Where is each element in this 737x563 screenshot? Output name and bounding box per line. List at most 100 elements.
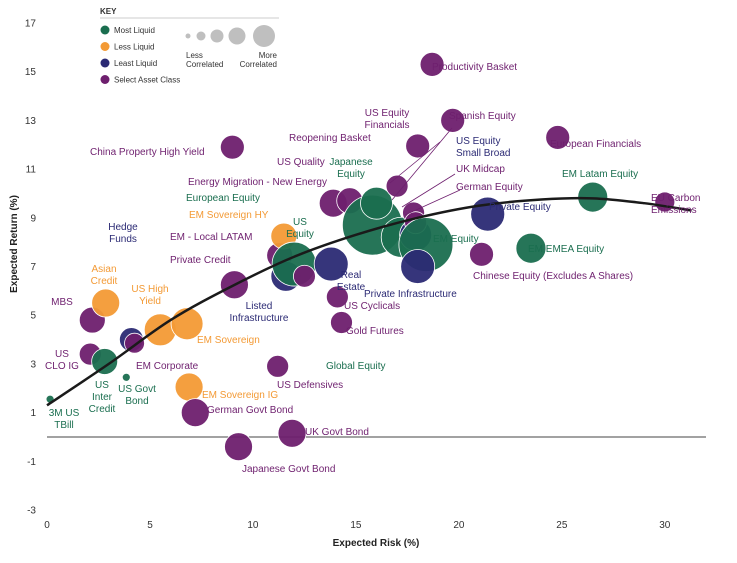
bubble-label: EM Sovereign (197, 335, 260, 346)
bubble-label: US Defensives (277, 380, 343, 391)
legend-size-circle (185, 33, 191, 39)
x-tick-label: 5 (147, 520, 153, 531)
bubble-label: EM - Local LATAM (170, 232, 252, 243)
bubble-label: MBS (51, 297, 73, 308)
y-tick-label: 17 (25, 19, 37, 30)
bubble-label: Real Estate (337, 270, 366, 293)
bubble-label: EM Sovereign IG (202, 390, 278, 401)
bubble-label: European Equity (186, 193, 260, 204)
bubble-label: US Cyclicals (344, 301, 400, 312)
bubble (180, 398, 210, 428)
bubble-label: Asian Credit (91, 264, 118, 287)
bubble-label: European Financials (550, 139, 641, 150)
bubble-label: German Equity (456, 182, 523, 193)
bubble (266, 354, 290, 378)
bubble-label: UK Midcap (456, 164, 505, 175)
bubble-label: EM Equity (433, 234, 479, 245)
bubble (545, 125, 571, 150)
bubble-label: Productivity Basket (432, 62, 517, 73)
y-tick-label: 5 (30, 311, 36, 322)
bubble (469, 241, 494, 267)
bubble (174, 372, 204, 402)
x-tick-label: 30 (659, 520, 671, 531)
bubble (219, 134, 245, 160)
bubble (515, 232, 547, 264)
bubble-label: Gold Futures (346, 326, 404, 337)
bubble (91, 348, 119, 375)
bubble (360, 186, 393, 220)
y-tick-label: 11 (26, 165, 37, 176)
bubble (419, 51, 445, 77)
legend-item: Most Liquid (114, 26, 155, 35)
bubble-label: US Equity Financials (364, 108, 409, 131)
bubble (405, 133, 431, 159)
y-tick-label: -1 (27, 457, 36, 468)
y-tick-label: 15 (25, 67, 37, 78)
bubble-label: US Govt Bond (118, 384, 156, 407)
leader-line (404, 189, 461, 216)
bubble-label: EM Latam Equity (562, 169, 638, 180)
bubble-label: Reopening Basket (289, 133, 371, 144)
bubble-label: US CLO IG (45, 349, 79, 372)
bubble-label: Spanish Equity (449, 111, 516, 122)
bubble (400, 249, 436, 284)
leader-line (389, 141, 441, 184)
bubble (330, 311, 353, 334)
bubble-label: Japanese Govt Bond (242, 464, 335, 475)
bubble (313, 246, 349, 282)
bubble-label: 3M US TBill (49, 408, 80, 431)
leader-line (391, 127, 453, 201)
legend-size-circle (228, 27, 246, 45)
legend-size-high: More Correlated (240, 51, 278, 69)
legend-swatch (100, 75, 110, 84)
bubble-label: EU Carbon Emissions (651, 193, 700, 216)
bubble-label: China Property High Yield (90, 147, 205, 158)
bubble-label: Private Equity (489, 202, 551, 213)
bubble (121, 372, 131, 382)
legend-size-circle (210, 29, 224, 43)
bubble (224, 432, 253, 462)
bubble (385, 174, 409, 198)
legend-title: KEY (100, 7, 117, 16)
y-tick-label: 9 (30, 213, 36, 224)
bubble-label: Chinese Equity (Excludes A Shares) (473, 271, 633, 282)
bubble-label: Private Credit (170, 255, 231, 266)
legend-size-circle (253, 25, 275, 47)
legend-swatch (100, 58, 110, 68)
legend: KEY Most Liquid Less Liquid Least Liquid Se… (100, 7, 279, 85)
bubble-label: Energy Migration - New Energy (188, 177, 327, 188)
bubble-label: US Quality (277, 157, 325, 168)
leader-line (401, 173, 456, 208)
bubble-label: Japanese Equity (329, 157, 373, 180)
efficient-frontier-curve (46, 196, 692, 407)
bubble-label: US Inter Credit (89, 380, 116, 415)
legend-size-scale (185, 25, 275, 47)
y-tick-label: 3 (30, 359, 36, 370)
y-tick-label: 7 (30, 262, 36, 273)
x-tick-label: 0 (44, 520, 50, 531)
legend-swatch (100, 25, 110, 35)
bubble-labels: 3M US TBill US CLO IG MBS Asian Credit US Inter C… (45, 62, 700, 475)
bubble-label: Listed Infrastructure (230, 301, 289, 324)
bubble (277, 418, 307, 448)
y-tick-label: 1 (30, 408, 36, 419)
x-tick-label: 15 (350, 520, 362, 531)
bubble (325, 285, 349, 309)
bubble-label: Global Equity (326, 361, 385, 372)
legend-size-low: Less Correlated (186, 51, 223, 69)
x-axis-title: Expected Risk (%) (333, 538, 420, 549)
bubble-label: EM Sovereign HY (189, 210, 269, 221)
y-tick-label: -3 (27, 506, 36, 517)
bubble-label: UK Govt Bond (305, 427, 369, 438)
legend-size-circle (196, 31, 206, 41)
bubble-label: US Equity (286, 217, 314, 240)
x-tick-label: 25 (556, 520, 568, 531)
legend-item: Select Asset Class (114, 76, 180, 85)
bubble-label: EM Corporate (136, 361, 199, 372)
x-tick-label: 10 (247, 520, 259, 531)
bubble-label: Hedge Funds (108, 222, 138, 245)
bubble-label: US Equity Small Broad (456, 136, 510, 159)
bubble (293, 264, 316, 288)
x-tick-label: 20 (453, 520, 465, 531)
